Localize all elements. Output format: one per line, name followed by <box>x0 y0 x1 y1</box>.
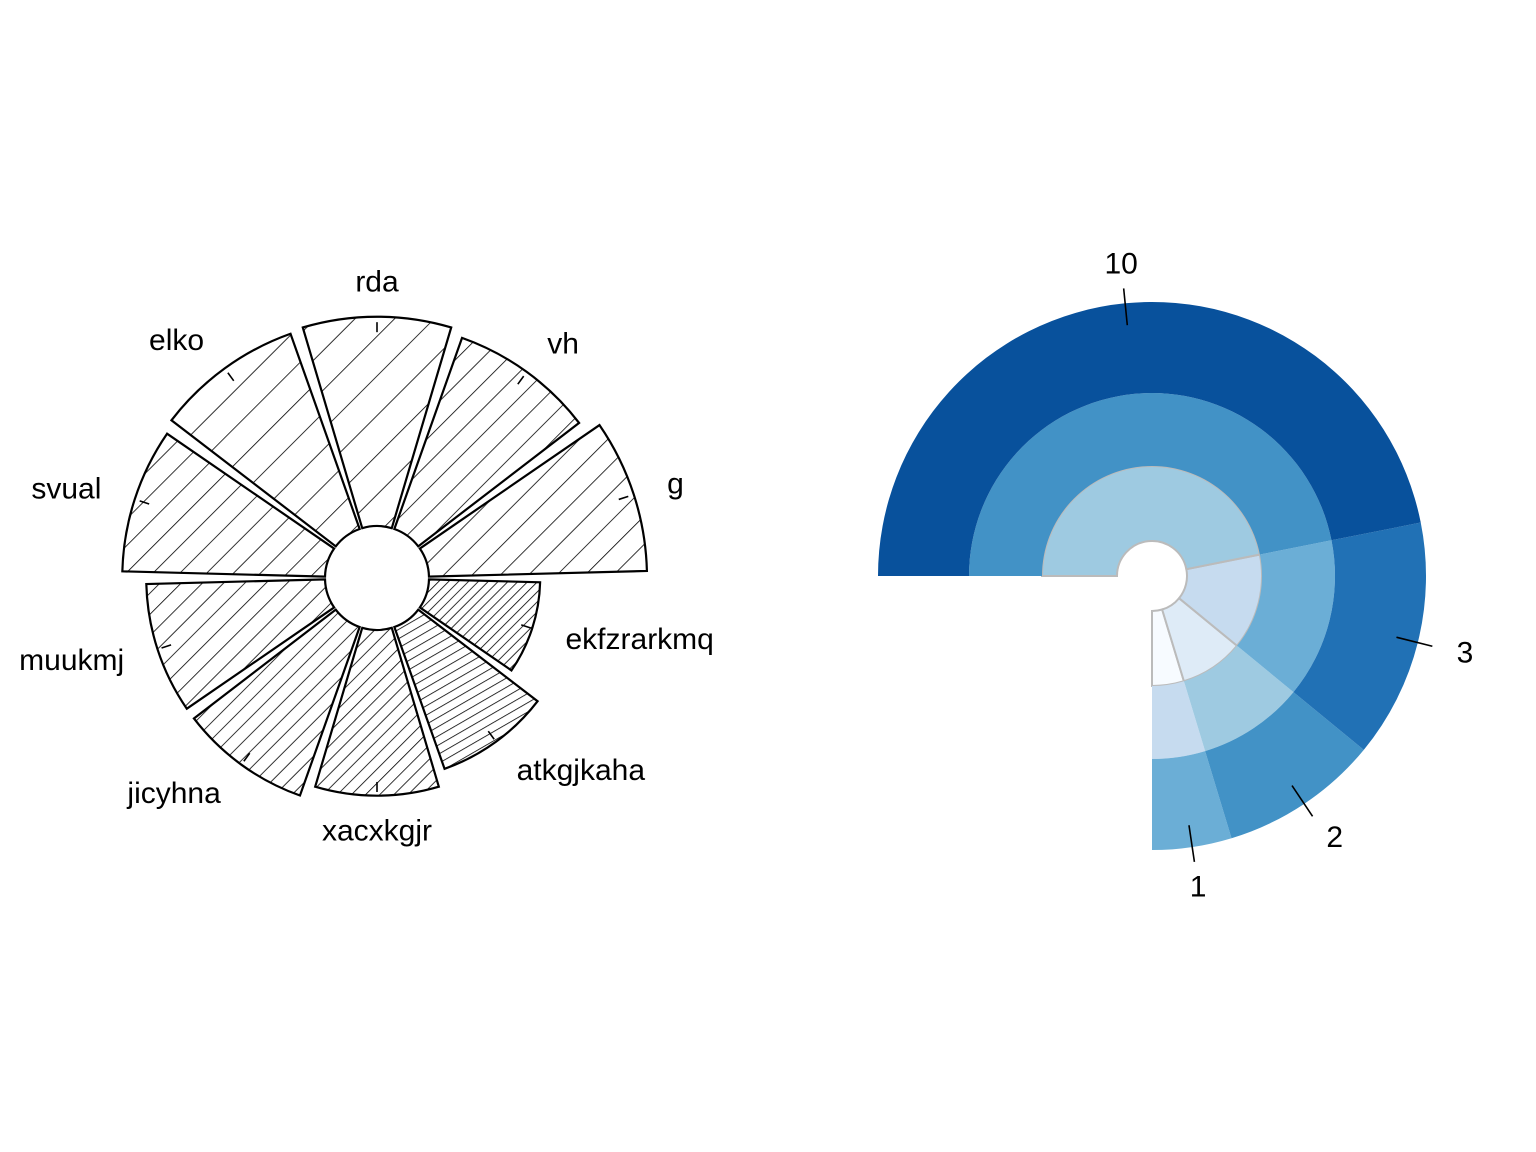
label-svual: svual <box>31 473 101 506</box>
middle-ring-segment-2 <box>1183 645 1294 752</box>
sunburst-label-1: 1 <box>1190 871 1207 904</box>
bar-rda <box>301 315 453 530</box>
bar-vh <box>392 336 581 548</box>
bar-jicyhna <box>192 608 362 797</box>
bar-xacxkgjr <box>313 626 441 797</box>
middle-ring-segment-4 <box>969 393 1332 576</box>
tick-svual <box>139 500 150 505</box>
sunburst-label-2: 2 <box>1326 821 1343 854</box>
label-elko: elko <box>149 324 204 357</box>
label-vh: vh <box>547 328 579 361</box>
label-xacxkgjr: xacxkgjr <box>322 815 432 848</box>
inner-ring-segment-4 <box>1040 465 1262 577</box>
outer-ring-segment-3 <box>1293 522 1427 750</box>
middle-ring-segment-1 <box>1152 681 1206 759</box>
polar-bar-chart: g vh rda elko svual muukmj jicyhna xacxkgjr atkg… <box>19 266 714 848</box>
outer-ring-segment-4 <box>878 301 1421 576</box>
outer-ring-segment-1 <box>1152 751 1232 850</box>
bar-atkgjkaha <box>392 608 540 771</box>
leader-1 <box>1188 825 1196 862</box>
leader-3 <box>1396 636 1433 647</box>
middle-ring-segment-3 <box>1237 540 1335 693</box>
tick-elko <box>227 372 235 382</box>
tick-g <box>618 495 629 501</box>
sunburst-chart: 1 2 3 10 <box>878 248 1473 904</box>
bar-muukmj <box>145 578 336 711</box>
label-ekfzrarkmq: ekfzrarkmq <box>566 623 714 656</box>
tick-ekfzrarkmq <box>520 624 531 629</box>
tick-vh <box>517 375 525 385</box>
label-jicyhna: jicyhna <box>126 777 221 810</box>
bar-ekfzrarkmq <box>418 578 542 672</box>
inner-ring-segment-3 <box>1177 553 1263 648</box>
outer-ring-segment-2 <box>1205 692 1364 839</box>
sunburst-label-3: 3 <box>1457 636 1474 669</box>
label-rda: rda <box>355 266 399 299</box>
sunburst-label-10: 10 <box>1105 248 1138 281</box>
label-atkgjkaha: atkgjkaha <box>517 754 646 787</box>
bar-svual <box>121 432 336 578</box>
label-muukmj: muukmj <box>19 644 124 677</box>
leader-10 <box>1122 288 1129 326</box>
bar-g <box>418 423 649 578</box>
tick-muukmj <box>161 644 172 649</box>
tick-atkgjkaha <box>487 730 495 740</box>
label-g: g <box>667 468 684 501</box>
tick-jicyhna <box>243 752 251 762</box>
leader-2 <box>1291 785 1314 817</box>
bar-elko <box>169 332 362 548</box>
